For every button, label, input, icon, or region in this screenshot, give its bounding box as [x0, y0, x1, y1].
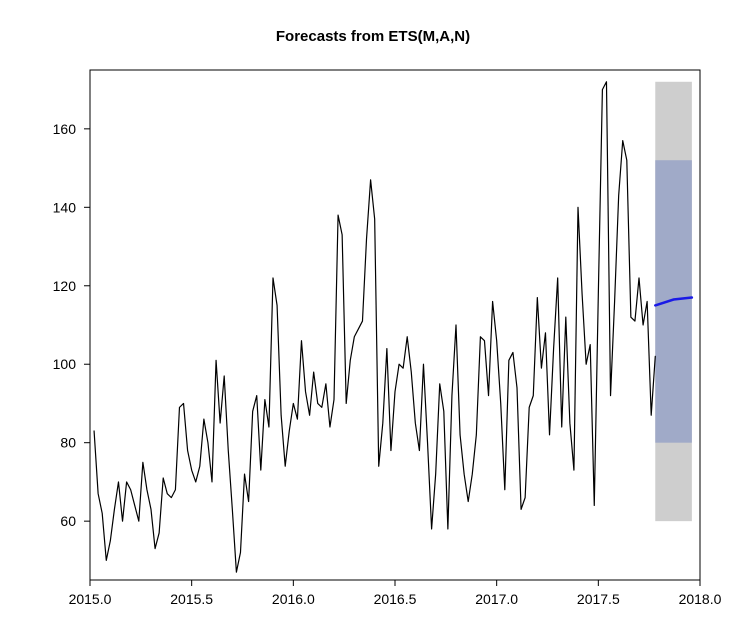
y-tick-label: 140 — [53, 199, 77, 215]
x-tick-label: 2016.0 — [272, 591, 315, 607]
chart-container: Forecasts from ETS(M,A,N) 2015.02015.520… — [0, 0, 746, 641]
y-tick-label: 80 — [60, 435, 76, 451]
observed-series — [94, 82, 655, 572]
x-tick-label: 2016.5 — [374, 591, 417, 607]
x-tick-label: 2017.5 — [577, 591, 620, 607]
forecast-band-80 — [655, 160, 692, 442]
y-tick-label: 100 — [53, 356, 77, 372]
plot-box — [90, 70, 700, 580]
chart-svg: 2015.0 2015.5 2016.0 2016.5 2017.0 2017.5 2018… — [0, 0, 746, 641]
x-tick-label: 2018.0 — [679, 591, 722, 607]
x-tick-label: 2015.0 — [69, 591, 112, 607]
x-tick-label: 2015.5 — [170, 591, 213, 607]
x-tick-label: 2017.0 — [475, 591, 518, 607]
y-tick-label: 60 — [60, 513, 76, 529]
y-tick-label: 120 — [53, 278, 77, 294]
y-tick-label: 160 — [53, 121, 77, 137]
